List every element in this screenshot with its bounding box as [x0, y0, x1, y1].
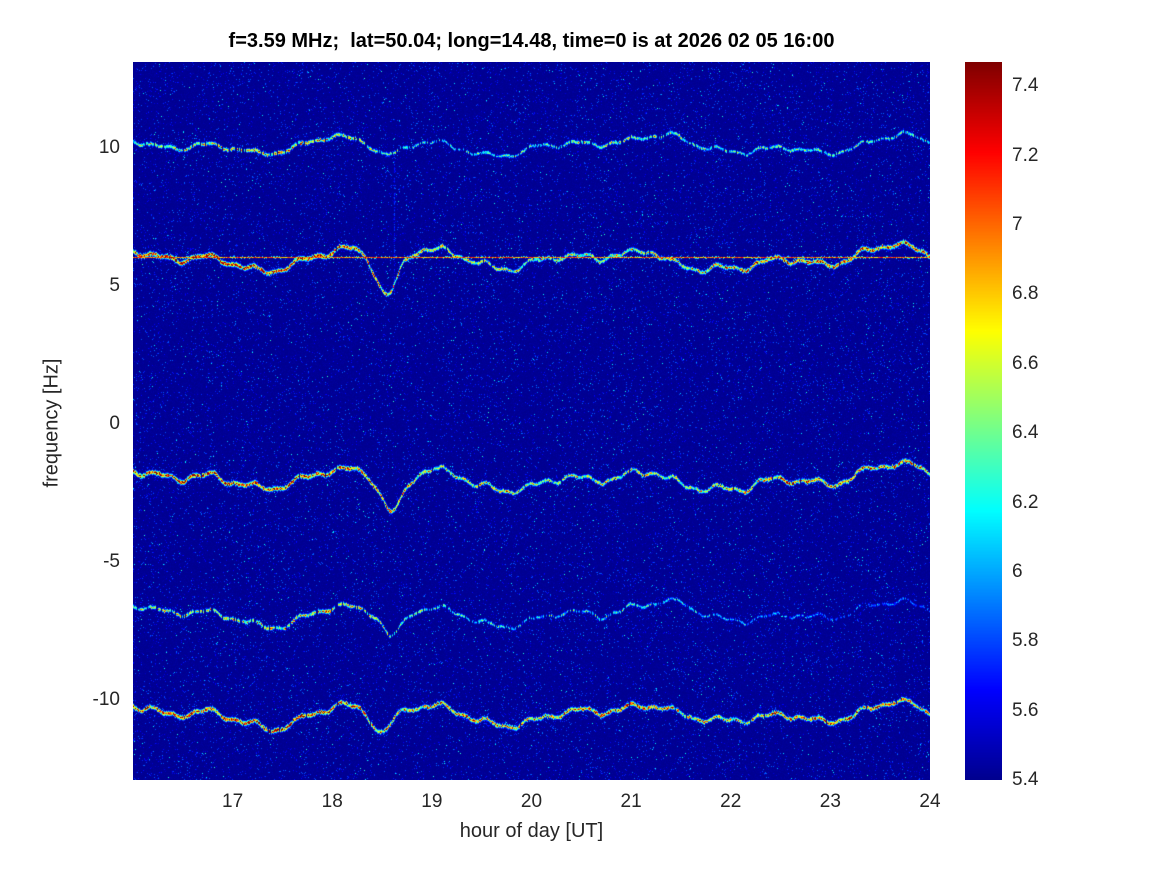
spectrogram-plot	[133, 62, 930, 780]
x-tick-label: 19	[421, 791, 443, 812]
x-tick-label: 21	[620, 791, 642, 812]
x-tick-label: 23	[819, 791, 841, 812]
y-tick-label: 0	[109, 412, 120, 434]
colorbar-tick-label: 6.2	[1012, 491, 1039, 513]
colorbar-tick-label: 6	[1012, 560, 1023, 582]
colorbar-tick-label: 5.8	[1012, 630, 1039, 652]
colorbar	[965, 62, 1002, 780]
y-tick-label: -5	[103, 550, 120, 572]
x-tick-label: 20	[520, 791, 543, 812]
x-tick-label: 24	[919, 791, 941, 812]
colorbar-tick-label: 7.4	[1012, 75, 1039, 97]
colorbar-tick-label: 5.4	[1012, 769, 1039, 790]
chart-title: f=3.59 MHz; lat=50.04; long=14.48, time=…	[228, 30, 835, 52]
colorbar-tick-label: 5.6	[1012, 699, 1039, 721]
x-tick-label: 18	[321, 791, 343, 812]
colorbar-tick-label: 7.2	[1012, 144, 1039, 166]
y-tick-label: 10	[98, 136, 120, 158]
colorbar-tick-label: 6.8	[1012, 283, 1039, 305]
colorbar-tick-label: 6.4	[1012, 422, 1039, 444]
y-tick-label: 5	[109, 274, 120, 296]
x-tick-label: 17	[222, 791, 244, 812]
x-tick-label: 22	[720, 791, 742, 812]
x-axis-label: hour of day [UT]	[459, 820, 604, 842]
y-tick-label: -10	[92, 688, 120, 710]
colorbar-tick-label: 6.6	[1012, 352, 1039, 374]
colorbar-tick-label: 7	[1012, 214, 1023, 236]
